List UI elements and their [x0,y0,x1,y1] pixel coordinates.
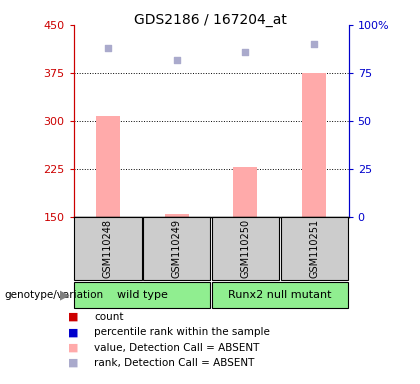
Text: ■: ■ [68,343,79,353]
Bar [74,282,210,308]
Bar [212,217,279,280]
Text: count: count [94,312,124,322]
Text: genotype/variation: genotype/variation [4,290,103,300]
Text: GSM110249: GSM110249 [172,219,182,278]
Text: ■: ■ [68,327,79,337]
Point [311,41,318,47]
Bar [302,73,326,217]
Bar [234,167,257,217]
Text: GSM110248: GSM110248 [103,219,113,278]
Text: wild type: wild type [117,290,168,300]
Text: GSM110251: GSM110251 [309,219,319,278]
Text: Runx2 null mutant: Runx2 null mutant [228,290,331,300]
Point [173,56,180,63]
Text: GSM110250: GSM110250 [240,219,250,278]
Text: percentile rank within the sample: percentile rank within the sample [94,327,270,337]
Text: ▶: ▶ [60,288,69,301]
Bar [143,217,210,280]
Bar [281,217,348,280]
Text: ■: ■ [68,312,79,322]
Text: GDS2186 / 167204_at: GDS2186 / 167204_at [134,13,286,27]
Text: rank, Detection Call = ABSENT: rank, Detection Call = ABSENT [94,358,255,368]
Bar [96,116,120,217]
Text: value, Detection Call = ABSENT: value, Detection Call = ABSENT [94,343,260,353]
Point [242,49,249,55]
Bar [74,217,142,280]
Bar [165,214,189,217]
Text: ■: ■ [68,358,79,368]
Point [105,45,111,51]
Bar [212,282,348,308]
